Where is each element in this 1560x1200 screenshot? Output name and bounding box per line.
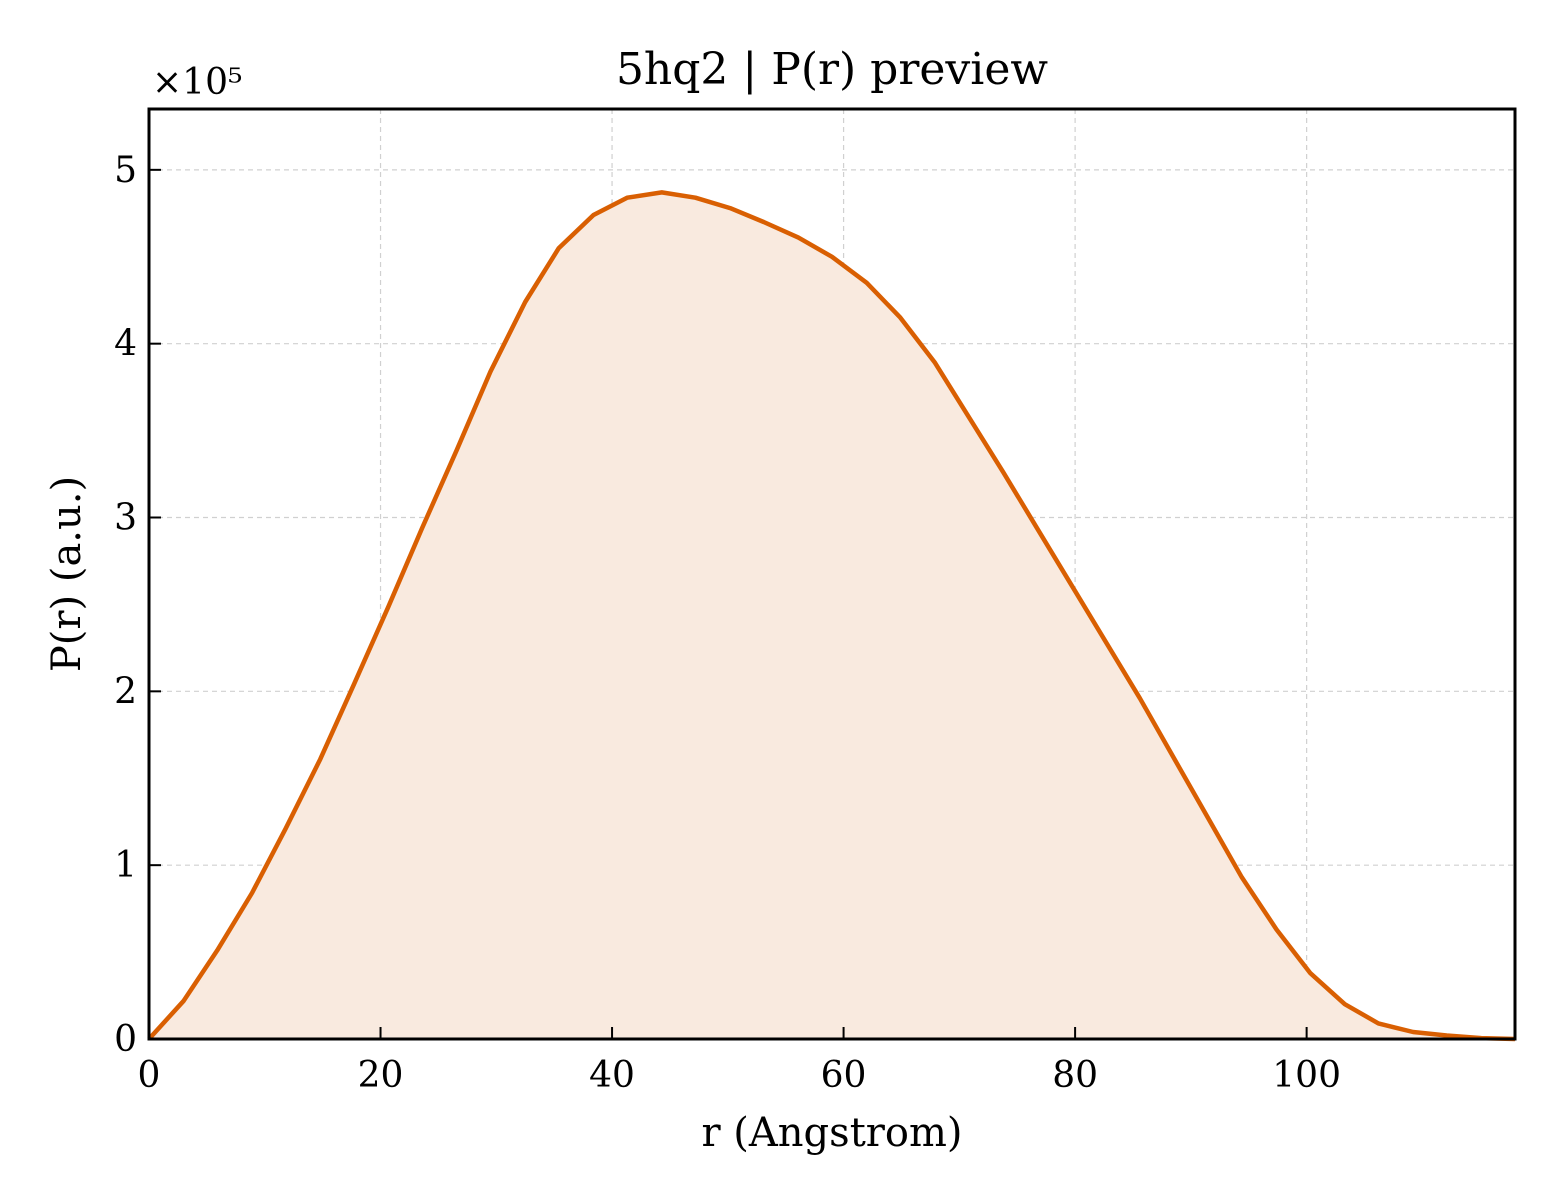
y-tick-label: 3 — [114, 498, 137, 539]
x-tick-label: 80 — [1052, 1055, 1098, 1096]
chart-title: 5hq2 | P(r) preview — [616, 44, 1048, 95]
y-tick-label: 4 — [114, 324, 137, 365]
series-line — [147, 190, 1516, 1042]
y-tick-label: 5 — [114, 150, 137, 191]
area-fill — [149, 192, 1515, 1039]
plot-frame — [147, 107, 1517, 1041]
x-tick-label: 60 — [821, 1055, 867, 1096]
x-tick-label: 20 — [358, 1055, 404, 1096]
y-tick-label: 2 — [114, 671, 137, 712]
y-tick-label: 1 — [114, 845, 137, 886]
y-multiplier-label: ×10⁵ — [152, 62, 242, 103]
y-tick-label: 0 — [114, 1019, 137, 1060]
x-axis-label: r (Angstrom) — [701, 1110, 962, 1156]
x-tick-label: 100 — [1272, 1055, 1341, 1096]
x-tick-label: 0 — [138, 1055, 161, 1096]
y-axis-label: P(r) (a.u.) — [44, 476, 90, 672]
ticks: 0 20 40 60 80 100 0 1 2 3 4 5 — [114, 150, 1341, 1096]
x-tick-label: 40 — [589, 1055, 635, 1096]
